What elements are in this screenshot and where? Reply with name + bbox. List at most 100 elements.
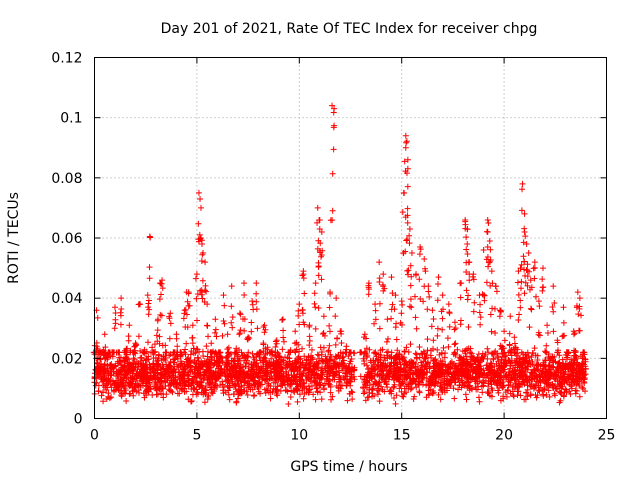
data-point	[308, 352, 315, 359]
data-point	[581, 375, 588, 382]
data-point	[451, 319, 458, 326]
data-point	[124, 374, 131, 381]
data-point	[281, 338, 288, 345]
data-point	[438, 376, 445, 383]
data-point	[451, 379, 458, 386]
data-point	[306, 360, 313, 367]
data-point	[260, 341, 267, 348]
data-point	[176, 390, 183, 397]
data-point	[463, 287, 470, 294]
data-point	[294, 387, 301, 394]
data-point	[543, 349, 550, 356]
data-point	[241, 327, 248, 334]
data-point	[189, 376, 196, 383]
data-point	[283, 387, 290, 394]
data-point	[566, 362, 573, 369]
data-point	[444, 335, 451, 342]
data-point	[465, 292, 472, 299]
data-point	[536, 332, 543, 339]
data-point	[196, 383, 203, 390]
x-axis-label: GPS time / hours	[290, 459, 407, 475]
data-point	[497, 307, 504, 314]
data-point	[445, 301, 452, 308]
data-point	[125, 333, 132, 340]
data-point	[213, 333, 220, 340]
data-point	[544, 330, 551, 337]
data-point	[112, 362, 119, 369]
data-point	[167, 310, 174, 317]
data-point	[432, 379, 439, 386]
data-point	[405, 271, 412, 278]
data-point	[189, 391, 196, 398]
data-point	[146, 233, 153, 240]
data-point	[419, 364, 426, 371]
data-point	[517, 285, 524, 292]
data-point	[537, 377, 544, 384]
data-point	[402, 144, 409, 151]
data-point	[194, 346, 201, 353]
data-point	[190, 345, 197, 352]
data-point	[193, 378, 200, 385]
data-point	[106, 395, 113, 402]
data-point	[582, 366, 589, 373]
data-point	[275, 354, 282, 361]
data-point	[371, 366, 378, 373]
data-point	[537, 384, 544, 391]
data-point	[213, 362, 220, 369]
data-point	[442, 361, 449, 368]
data-point	[480, 292, 487, 299]
data-point	[320, 313, 327, 320]
data-point	[275, 350, 282, 357]
data-point	[539, 284, 546, 291]
data-point	[232, 349, 239, 356]
data-point	[237, 361, 244, 368]
data-point	[228, 283, 235, 290]
data-point	[574, 289, 581, 296]
data-point	[199, 385, 206, 392]
data-point	[511, 371, 518, 378]
data-point	[535, 367, 542, 374]
data-point	[156, 296, 163, 303]
data-point	[123, 398, 130, 405]
data-point	[491, 370, 498, 377]
data-point	[312, 280, 319, 287]
data-point	[262, 365, 269, 372]
data-point	[434, 281, 441, 288]
data-point	[518, 261, 525, 268]
data-point	[403, 344, 410, 351]
data-point	[428, 323, 435, 330]
data-point	[559, 374, 566, 381]
data-point	[550, 283, 557, 290]
data-point	[514, 279, 521, 286]
data-point	[202, 282, 209, 289]
data-point	[426, 293, 433, 300]
y-tick-label: 0.12	[51, 51, 82, 67]
data-point	[365, 394, 372, 401]
data-point	[345, 353, 352, 360]
data-point	[549, 304, 556, 311]
data-point	[343, 363, 350, 370]
data-point	[416, 389, 423, 396]
y-tick-label: 0.02	[51, 351, 82, 367]
data-point	[483, 279, 490, 286]
data-point	[404, 183, 411, 190]
data-point	[172, 368, 179, 375]
data-point	[311, 371, 318, 378]
data-point	[224, 346, 231, 353]
data-point	[558, 390, 565, 397]
data-point	[391, 395, 398, 402]
data-point	[477, 321, 484, 328]
data-point	[349, 389, 356, 396]
data-point	[531, 366, 538, 373]
data-point	[215, 373, 222, 380]
data-point	[556, 359, 563, 366]
data-point	[316, 216, 323, 223]
data-point	[228, 303, 235, 310]
data-point	[193, 317, 200, 324]
data-point	[471, 358, 478, 365]
data-point	[517, 297, 524, 304]
data-point	[268, 355, 275, 362]
data-point	[373, 380, 380, 387]
data-point	[202, 287, 209, 294]
data-point	[438, 367, 445, 374]
